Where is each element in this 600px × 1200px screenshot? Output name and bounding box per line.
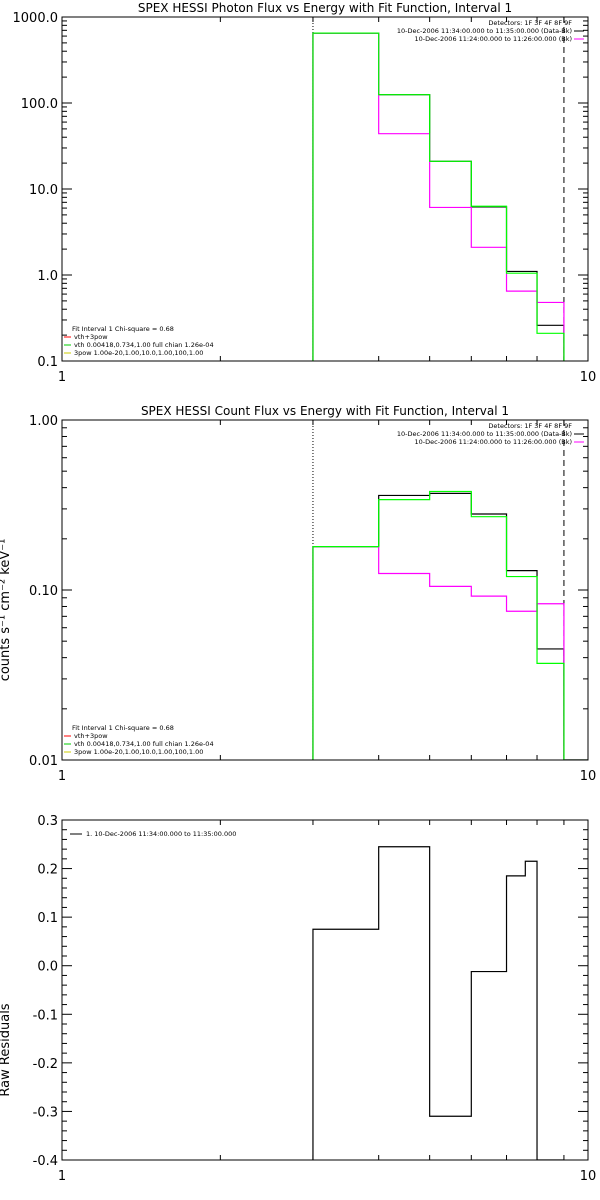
series-line-3: [312, 32, 565, 361]
fit-legend-entry: vth+3pow: [74, 333, 108, 341]
y-tick-label: 1000.0: [13, 11, 59, 26]
y-tick-label: 0.01: [29, 754, 58, 769]
legend-entry: 10-Dec-2006 11:24:00.000 to 11:26:00.000…: [415, 438, 573, 446]
y-tick-label: 100.0: [21, 97, 58, 112]
fit-legend-entry: 3pow 1.00e-20,1.00,10.0,1.00,100,1.00: [74, 748, 203, 756]
legend-entry: 10-Dec-2006 11:34:00.000 to 11:35:00.000…: [397, 430, 572, 438]
x-tick-label: 10: [580, 370, 597, 385]
chart-title: SPEX HESSI Count Flux vs Energy with Fit…: [141, 404, 509, 418]
legend-entry: 10-Dec-2006 11:34:00.000 to 11:35:00.000…: [397, 27, 572, 35]
legend-entry: Detectors: 1F 3F 4F 8F 9F: [488, 422, 572, 430]
fit-legend-entry: Fit Interval 1 Chi-square = 0.68: [72, 325, 174, 333]
x-tick-label: 1: [58, 370, 66, 385]
y-tick-label: -0.3: [33, 1105, 58, 1120]
fit-legend-entry: vth 0.00418,0.734,1.00 full chian 1.26e-…: [74, 740, 214, 748]
y-tick-label: -0.1: [33, 1008, 58, 1023]
y-axis-label: counts s⁻¹ cm⁻² keV⁻¹: [0, 539, 13, 682]
y-tick-label: 0.3: [37, 814, 58, 829]
x-tick-label: 1: [58, 769, 66, 784]
y-tick-label: 0.0: [37, 960, 58, 975]
y-tick-label: 0.10: [29, 584, 58, 599]
plot-frame: [61, 819, 589, 1161]
y-tick-label: 10.0: [29, 183, 58, 198]
data-series-group: [312, 32, 565, 361]
y-tick-label: 0.1: [37, 355, 58, 370]
series-line-1: [312, 32, 565, 361]
data-series-group: [312, 490, 588, 760]
plot-frame: [61, 16, 589, 362]
fit-legend-entry: vth+3pow: [74, 732, 108, 740]
legend-entry: Detectors: 1F 3F 4F 8F 9F: [488, 19, 572, 27]
y-tick-label: -0.2: [33, 1057, 58, 1072]
y-tick-label: 0.2: [37, 863, 58, 878]
y-axis-label: Raw Residuals: [0, 1003, 13, 1096]
legend-entry: 10-Dec-2006 11:24:00.000 to 11:26:00.000…: [415, 35, 573, 43]
x-tick-label: 10: [580, 1169, 597, 1184]
y-tick-label: 0.1: [37, 911, 58, 926]
legend-entry: 1. 10-Dec-2006 11:34:00.000 to 11:35:00.…: [86, 830, 236, 838]
fit-legend-entry: 3pow 1.00e-20,1.00,10.0,1.00,100,1.00: [74, 349, 203, 357]
series-line-2: [312, 546, 588, 760]
y-tick-label: 1.00: [29, 414, 58, 429]
series-line-2: [312, 32, 565, 361]
chart-panel-2: SPEX HESSI Count Flux vs Energy with Fit…: [0, 404, 596, 784]
chart-panel-3: -0.4 -0.3 -0.2 -0.1 0.0 0.1 0.2 0.3 1 10 Raw Resid…: [0, 814, 596, 1184]
series-line-1: [312, 492, 588, 760]
x-tick-label: 1: [58, 1169, 66, 1184]
plot-frame: [61, 419, 589, 761]
chart-title: SPEX HESSI Photon Flux vs Energy with Fi…: [138, 1, 512, 15]
x-tick-label: 10: [580, 769, 597, 784]
y-tick-label: -0.4: [33, 1154, 58, 1169]
y-tick-label: 1.0: [37, 269, 58, 284]
series-line-1: [312, 846, 564, 1160]
chart-panel-1: SPEX HESSI Photon Flux vs Energy with Fi…: [13, 1, 597, 385]
fit-legend-entry: Fit Interval 1 Chi-square = 0.68: [72, 724, 174, 732]
data-series-group: [312, 846, 564, 1160]
fit-legend-entry: vth 0.00418,0.734,1.00 full chian 1.26e-…: [74, 341, 214, 349]
series-line-3: [312, 490, 588, 760]
